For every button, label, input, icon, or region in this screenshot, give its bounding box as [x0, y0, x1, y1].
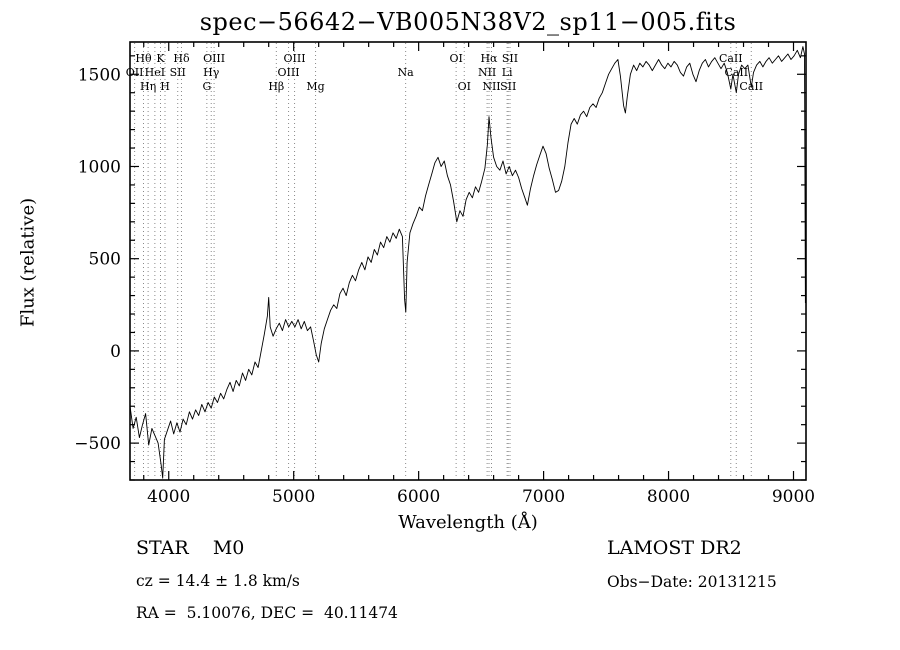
- cz-text: cz = 14.4 ± 1.8 km/s: [136, 572, 300, 590]
- svg-text:500: 500: [89, 250, 121, 270]
- y-axis-label: Flux (relative): [17, 197, 39, 328]
- svg-text:CaII: CaII: [724, 66, 748, 79]
- survey-text: LAMOST DR2: [607, 537, 742, 559]
- plot-title: spec−56642−VB005N38V2_sp11−005.fits: [199, 8, 737, 36]
- svg-text:OIII: OIII: [278, 66, 300, 79]
- svg-text:4000: 4000: [147, 487, 190, 507]
- x-axis-label: Wavelength (Å): [398, 512, 538, 533]
- svg-text:OIII: OIII: [203, 52, 225, 65]
- spectrum-trace: [130, 46, 806, 479]
- svg-text:OI: OI: [449, 52, 462, 65]
- svg-text:6000: 6000: [397, 487, 440, 507]
- svg-text:CaII: CaII: [719, 52, 743, 65]
- svg-text:Hδ: Hδ: [173, 52, 190, 65]
- object-class-text: STAR M0: [136, 537, 245, 559]
- svg-text:SII: SII: [170, 66, 186, 79]
- svg-text:7000: 7000: [522, 487, 565, 507]
- svg-text:OII: OII: [126, 66, 144, 79]
- svg-text:−500: −500: [74, 434, 121, 454]
- plot-frame: [129, 41, 807, 481]
- svg-text:Na: Na: [398, 66, 415, 79]
- svg-text:NII: NII: [478, 66, 496, 79]
- svg-text:SII: SII: [502, 52, 518, 65]
- ra-dec-text: RA = 5.10076, DEC = 40.11474: [136, 604, 398, 622]
- svg-text:Hγ: Hγ: [203, 66, 220, 79]
- svg-text:Hθ: Hθ: [135, 52, 152, 65]
- svg-text:9000: 9000: [772, 487, 815, 507]
- svg-text:NII: NII: [482, 80, 500, 93]
- svg-text:OIII: OIII: [284, 52, 306, 65]
- line-markers: [134, 43, 752, 479]
- svg-text:G: G: [202, 80, 211, 93]
- svg-text:K: K: [156, 52, 165, 65]
- svg-text:HeI: HeI: [145, 66, 165, 79]
- svg-text:Hβ: Hβ: [268, 80, 284, 93]
- x-tick-labels: 4000 5000 6000 7000 8000 9000: [147, 487, 815, 507]
- svg-text:SII: SII: [500, 80, 516, 93]
- svg-text:1000: 1000: [78, 157, 121, 177]
- y-tick-labels: −500 0 500 1000 1500: [74, 65, 121, 454]
- obs-date-text: Obs−Date: 20131215: [607, 573, 777, 591]
- svg-text:H: H: [160, 80, 170, 93]
- svg-text:5000: 5000: [272, 487, 315, 507]
- svg-text:0: 0: [110, 342, 121, 362]
- svg-text:Li: Li: [502, 66, 513, 79]
- svg-text:8000: 8000: [647, 487, 690, 507]
- svg-text:Mg: Mg: [306, 80, 324, 93]
- axis-ticks: [130, 42, 806, 481]
- svg-text:Hα: Hα: [480, 52, 498, 65]
- svg-text:Hη: Hη: [140, 80, 156, 93]
- svg-text:OI: OI: [458, 80, 471, 93]
- svg-text:1500: 1500: [78, 65, 121, 85]
